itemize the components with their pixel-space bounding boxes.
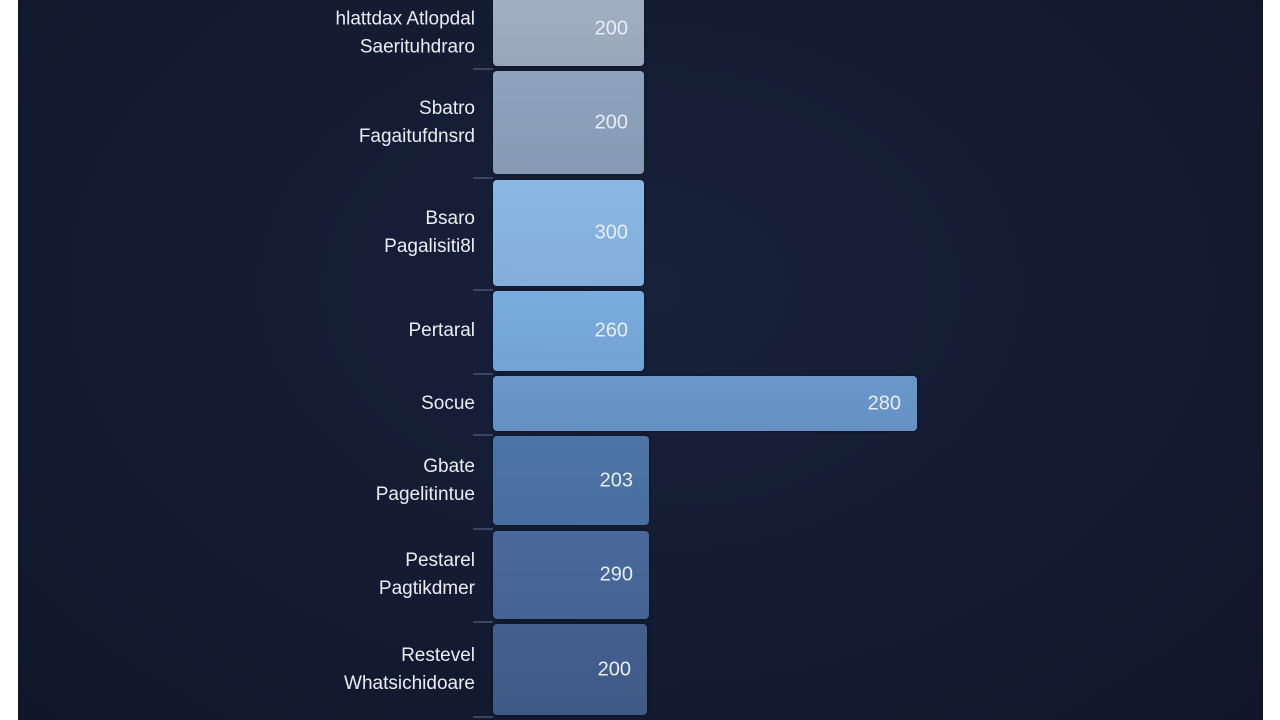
value-label: 200 <box>594 17 628 40</box>
category-label: Socue <box>421 390 475 418</box>
bar: 200 <box>493 71 644 174</box>
category-label-line: Pagelitintue <box>375 483 475 505</box>
bar: 200 <box>493 0 644 66</box>
category-label: Restevel Whatsichidoare <box>344 642 475 698</box>
category-label-line: Bsaro <box>425 208 475 229</box>
bar-row: Pertaral 260 <box>18 291 1263 371</box>
category-label-line: Pestarel <box>405 550 475 571</box>
value-label: 200 <box>597 658 631 680</box>
category-label: Pertaral <box>408 317 475 345</box>
category-label-line: Pagtikdmer <box>378 578 475 599</box>
category-label: Gbate Pagelitintue <box>376 453 475 509</box>
value-label: 280 <box>867 392 901 414</box>
category-label-line: Gbate <box>423 455 475 477</box>
bar: 260 <box>493 291 644 371</box>
bar: 200 <box>493 624 647 715</box>
value-label: 300 <box>594 221 628 244</box>
bar-row: Bsaro Pagalisiti8l 300 <box>18 180 1263 286</box>
bar-row: hlattdax Atlopdal Saerituhdraro 200 <box>18 0 1263 66</box>
category-label: Bsaro Pagalisiti8l <box>384 205 475 261</box>
bar-row: Socue 280 <box>18 376 1263 431</box>
value-label: 200 <box>594 111 628 133</box>
row-divider <box>473 68 493 70</box>
row-divider <box>473 373 493 375</box>
row-divider <box>473 177 493 179</box>
category-label-line: Restevel <box>401 644 475 666</box>
category-label-line: Saerituhdraro <box>359 36 475 58</box>
category-label-line: Socue <box>421 392 475 414</box>
bar: 290 <box>493 531 649 619</box>
bar-row: Restevel Whatsichidoare 200 <box>18 624 1263 715</box>
bar: 280 <box>493 376 917 431</box>
category-label: Pestarel Pagtikdmer <box>379 547 475 603</box>
value-label: 260 <box>594 319 628 342</box>
value-label: 290 <box>599 563 633 586</box>
category-label-line: Pagalisiti8l <box>384 236 475 257</box>
category-label: Sbatro Fagaitufdnsrd <box>359 95 475 151</box>
bar-row: Sbatro Fagaitufdnsrd 200 <box>18 71 1263 174</box>
bar: 300 <box>493 180 644 286</box>
category-label: hlattdax Atlopdal Saerituhdraro <box>336 5 475 61</box>
row-divider <box>473 528 493 530</box>
row-divider <box>473 289 493 291</box>
row-divider <box>473 621 493 623</box>
chart-panel: hlattdax Atlopdal Saerituhdraro 200 Sbatro F… <box>18 0 1263 720</box>
bar: 203 <box>493 436 649 525</box>
row-divider <box>473 716 493 718</box>
category-label-line: hlattdax Atlopdal <box>335 8 475 30</box>
category-label-line: Sbatro <box>419 97 475 119</box>
value-label: 203 <box>599 469 633 491</box>
bar-row: Pestarel Pagtikdmer 290 <box>18 531 1263 619</box>
category-label-line: Fagaitufdnsrd <box>358 125 475 147</box>
row-divider <box>473 434 493 436</box>
category-label-line: Whatsichidoare <box>344 672 475 694</box>
category-label-line: Pertaral <box>408 320 475 341</box>
bar-row: Gbate Pagelitintue 203 <box>18 436 1263 525</box>
